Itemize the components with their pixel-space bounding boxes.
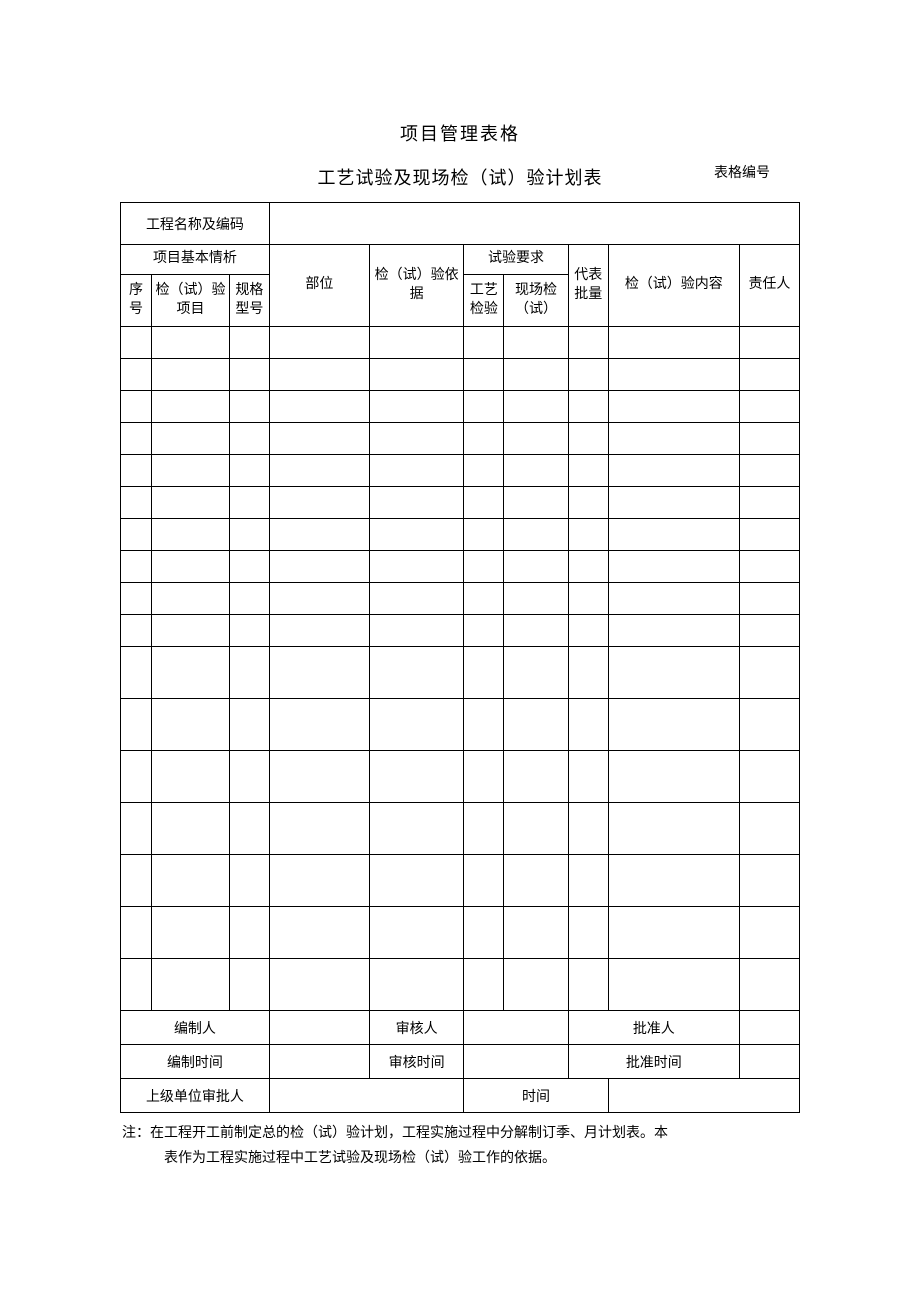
col-responsible: 责任人 bbox=[739, 245, 799, 327]
compile-time-label: 编制时间 bbox=[121, 1045, 270, 1079]
table-row bbox=[121, 391, 800, 423]
footer-row-3: 上级单位审批人 时间 bbox=[121, 1079, 800, 1113]
reviewer-value bbox=[464, 1011, 568, 1045]
time-label: 时间 bbox=[464, 1079, 608, 1113]
compiler-value bbox=[269, 1011, 369, 1045]
col-inspect-item: 检（试）验项目 bbox=[152, 275, 230, 327]
table-row bbox=[121, 855, 800, 907]
col-spec-model: 规格型号 bbox=[229, 275, 269, 327]
table-row bbox=[121, 583, 800, 615]
table-row bbox=[121, 455, 800, 487]
table-row bbox=[121, 615, 800, 647]
review-time-label: 审核时间 bbox=[369, 1045, 463, 1079]
form-number-label: 表格编号 bbox=[714, 162, 770, 182]
project-name-code-label: 工程名称及编码 bbox=[121, 203, 270, 245]
time-value bbox=[608, 1079, 799, 1113]
table-row bbox=[121, 551, 800, 583]
col-inspect-content: 检（试）验内容 bbox=[608, 245, 739, 327]
table-row bbox=[121, 647, 800, 699]
table-row bbox=[121, 699, 800, 751]
table-row bbox=[121, 487, 800, 519]
plan-table: 工程名称及编码 项目基本情析 部位 检（试）验依据 试验要求 代表批量 检（试）… bbox=[120, 202, 800, 1113]
superior-approver-label: 上级单位审批人 bbox=[121, 1079, 270, 1113]
col-process-inspect: 工艺检验 bbox=[464, 275, 504, 327]
table-row bbox=[121, 423, 800, 455]
col-test-req: 试验要求 bbox=[464, 245, 568, 275]
table-row bbox=[121, 359, 800, 391]
footnote-line-1: 注：在工程开工前制定总的检（试）验计划，工程实施过程中分解制订季、月计划表。本 bbox=[122, 1121, 800, 1146]
review-time-value bbox=[464, 1045, 568, 1079]
table-row bbox=[121, 907, 800, 959]
table-row bbox=[121, 519, 800, 551]
reviewer-label: 审核人 bbox=[369, 1011, 463, 1045]
superior-approver-value bbox=[269, 1079, 463, 1113]
col-rep-batch: 代表批量 bbox=[568, 245, 608, 327]
column-header-row-1: 项目基本情析 部位 检（试）验依据 试验要求 代表批量 检（试）验内容 责任人 bbox=[121, 245, 800, 275]
project-name-code-value bbox=[269, 203, 799, 245]
col-seq: 序号 bbox=[121, 275, 152, 327]
document-title: 项目管理表格 bbox=[120, 120, 800, 146]
footer-row-1: 编制人 审核人 批准人 bbox=[121, 1011, 800, 1045]
compiler-label: 编制人 bbox=[121, 1011, 270, 1045]
table-row bbox=[121, 803, 800, 855]
footer-row-2: 编制时间 审核时间 批准时间 bbox=[121, 1045, 800, 1079]
approve-time-value bbox=[739, 1045, 799, 1079]
table-row bbox=[121, 959, 800, 1011]
project-basic-info-label: 项目基本情析 bbox=[121, 245, 270, 275]
footnote-line-2: 表作为工程实施过程中工艺试验及现场检（试）验工作的依据。 bbox=[122, 1146, 800, 1171]
footnote: 注：在工程开工前制定总的检（试）验计划，工程实施过程中分解制订季、月计划表。本 … bbox=[120, 1121, 800, 1171]
approver-label: 批准人 bbox=[568, 1011, 739, 1045]
col-inspect-basis: 检（试）验依据 bbox=[369, 245, 463, 327]
compile-time-value bbox=[269, 1045, 369, 1079]
document-subtitle: 工艺试验及现场检（试）验计划表 bbox=[120, 164, 800, 190]
project-name-row: 工程名称及编码 bbox=[121, 203, 800, 245]
col-onsite-inspect: 现场检（试） bbox=[504, 275, 568, 327]
approve-time-label: 批准时间 bbox=[568, 1045, 739, 1079]
table-row bbox=[121, 751, 800, 803]
table-row bbox=[121, 327, 800, 359]
col-part: 部位 bbox=[269, 245, 369, 327]
subtitle-row: 工艺试验及现场检（试）验计划表 表格编号 bbox=[120, 164, 800, 192]
approver-value bbox=[739, 1011, 799, 1045]
